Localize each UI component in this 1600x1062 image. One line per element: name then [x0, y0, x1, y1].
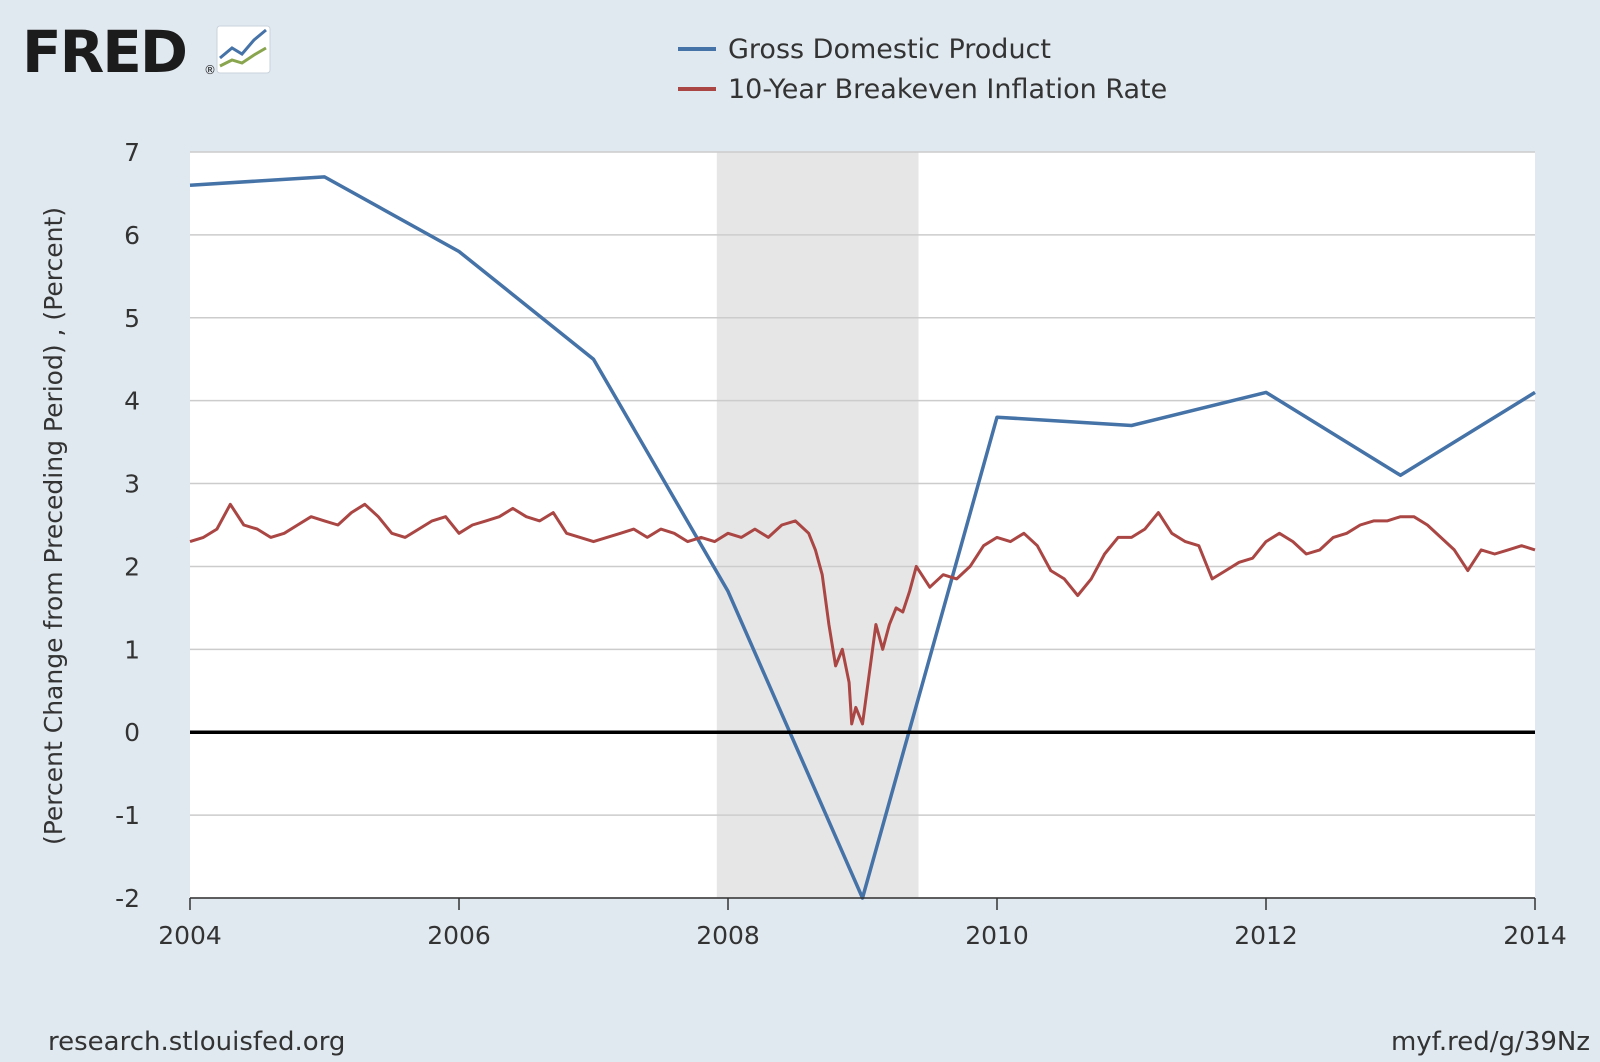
logo-text: FRED: [22, 18, 186, 86]
recession-band: [716, 152, 919, 898]
recession-shading: [716, 152, 919, 898]
legend-item-gdp[interactable]: Gross Domestic Product: [678, 34, 1051, 65]
y-tick-label: 4: [124, 387, 140, 416]
footer-source[interactable]: research.stlouisfed.org: [48, 1027, 345, 1057]
y-tick-label: 2: [124, 552, 140, 581]
x-tick-label: 2008: [696, 921, 760, 950]
y-tick-label: 6: [124, 221, 140, 250]
y-tick-label: 0: [124, 718, 140, 747]
legend-item-breakeven[interactable]: 10-Year Breakeven Inflation Rate: [678, 74, 1167, 105]
y-tick-label: 7: [124, 138, 140, 167]
fred-logo[interactable]: FRED ®: [22, 18, 271, 86]
y-tick-label: 3: [124, 470, 140, 499]
x-axis-ticks: 2004 2006 2008 2010 2012 2014: [158, 897, 1567, 950]
y-tick-label: -2: [115, 884, 140, 913]
y-axis-ticks: 7 6 5 4 3 2 1 0 -1 -2: [115, 138, 140, 913]
x-tick-label: 2014: [1503, 921, 1567, 950]
footer-short-url[interactable]: myf.red/g/39Nz: [1391, 1027, 1590, 1057]
series-breakeven-line: [189, 502, 1536, 726]
x-tick-label: 2004: [158, 921, 222, 950]
legend-label-breakeven: 10-Year Breakeven Inflation Rate: [728, 74, 1167, 105]
y-tick-label: 5: [124, 304, 140, 333]
x-tick-label: 2006: [427, 921, 491, 950]
legend: Gross Domestic Product 10-Year Breakeven…: [678, 34, 1167, 105]
y-axis-title: (Percent Change from Preceding Period) ,…: [39, 207, 68, 845]
x-tick-label: 2012: [1234, 921, 1298, 950]
logo-registered-mark: ®: [204, 63, 216, 77]
y-tick-label: 1: [124, 635, 140, 664]
x-tick-label: 2010: [965, 921, 1029, 950]
y-tick-label: -1: [115, 801, 140, 830]
fred-graph-icon: [216, 25, 271, 74]
legend-label-gdp: Gross Domestic Product: [728, 34, 1051, 65]
